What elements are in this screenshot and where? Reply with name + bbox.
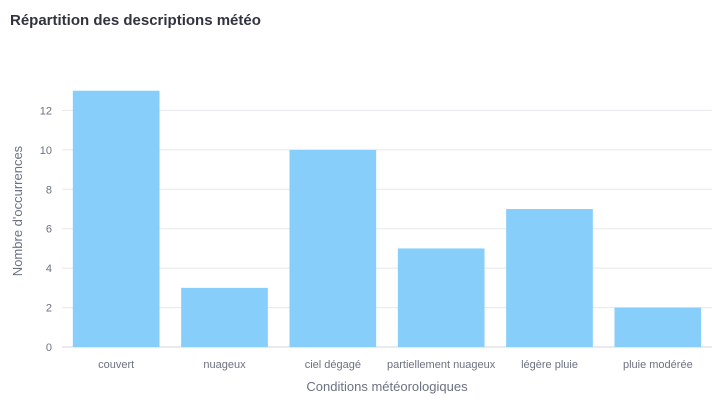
x-tick-label: couvert bbox=[98, 359, 134, 371]
y-axis-ticks: 0 2 4 6 8 10 12 bbox=[40, 105, 52, 354]
bar-3[interactable] bbox=[397, 248, 485, 347]
x-tick-label: ciel dégagé bbox=[305, 359, 361, 371]
bar-4[interactable] bbox=[506, 209, 593, 347]
bar-5[interactable] bbox=[614, 307, 702, 347]
bars bbox=[72, 90, 702, 347]
y-tick-label: 12 bbox=[40, 105, 52, 117]
x-tick-label: pluie modérée bbox=[623, 359, 693, 371]
x-tick-label: nuageux bbox=[203, 359, 246, 371]
bar-2[interactable] bbox=[289, 149, 377, 347]
y-tick-label: 6 bbox=[46, 224, 52, 236]
x-tick-label: légère pluie bbox=[521, 359, 578, 371]
y-tick-label: 4 bbox=[46, 263, 52, 275]
x-tick-label: partiellement nuageux bbox=[387, 359, 496, 371]
gridlines bbox=[62, 109, 712, 348]
x-axis-ticks: couvert nuageux ciel dégagé partiellement n… bbox=[98, 359, 693, 371]
y-axis-title: Nombre d'occurrences bbox=[10, 145, 25, 276]
y-tick-label: 0 bbox=[46, 342, 52, 354]
chart-title: Répartition des descriptions météo bbox=[10, 12, 261, 29]
y-tick-label: 8 bbox=[46, 184, 52, 196]
bar-1[interactable] bbox=[181, 287, 268, 347]
y-tick-label: 10 bbox=[40, 145, 52, 157]
y-tick-label: 2 bbox=[46, 303, 52, 315]
x-axis-title: Conditions météorologiques bbox=[306, 379, 468, 394]
bar-0[interactable] bbox=[72, 90, 160, 347]
